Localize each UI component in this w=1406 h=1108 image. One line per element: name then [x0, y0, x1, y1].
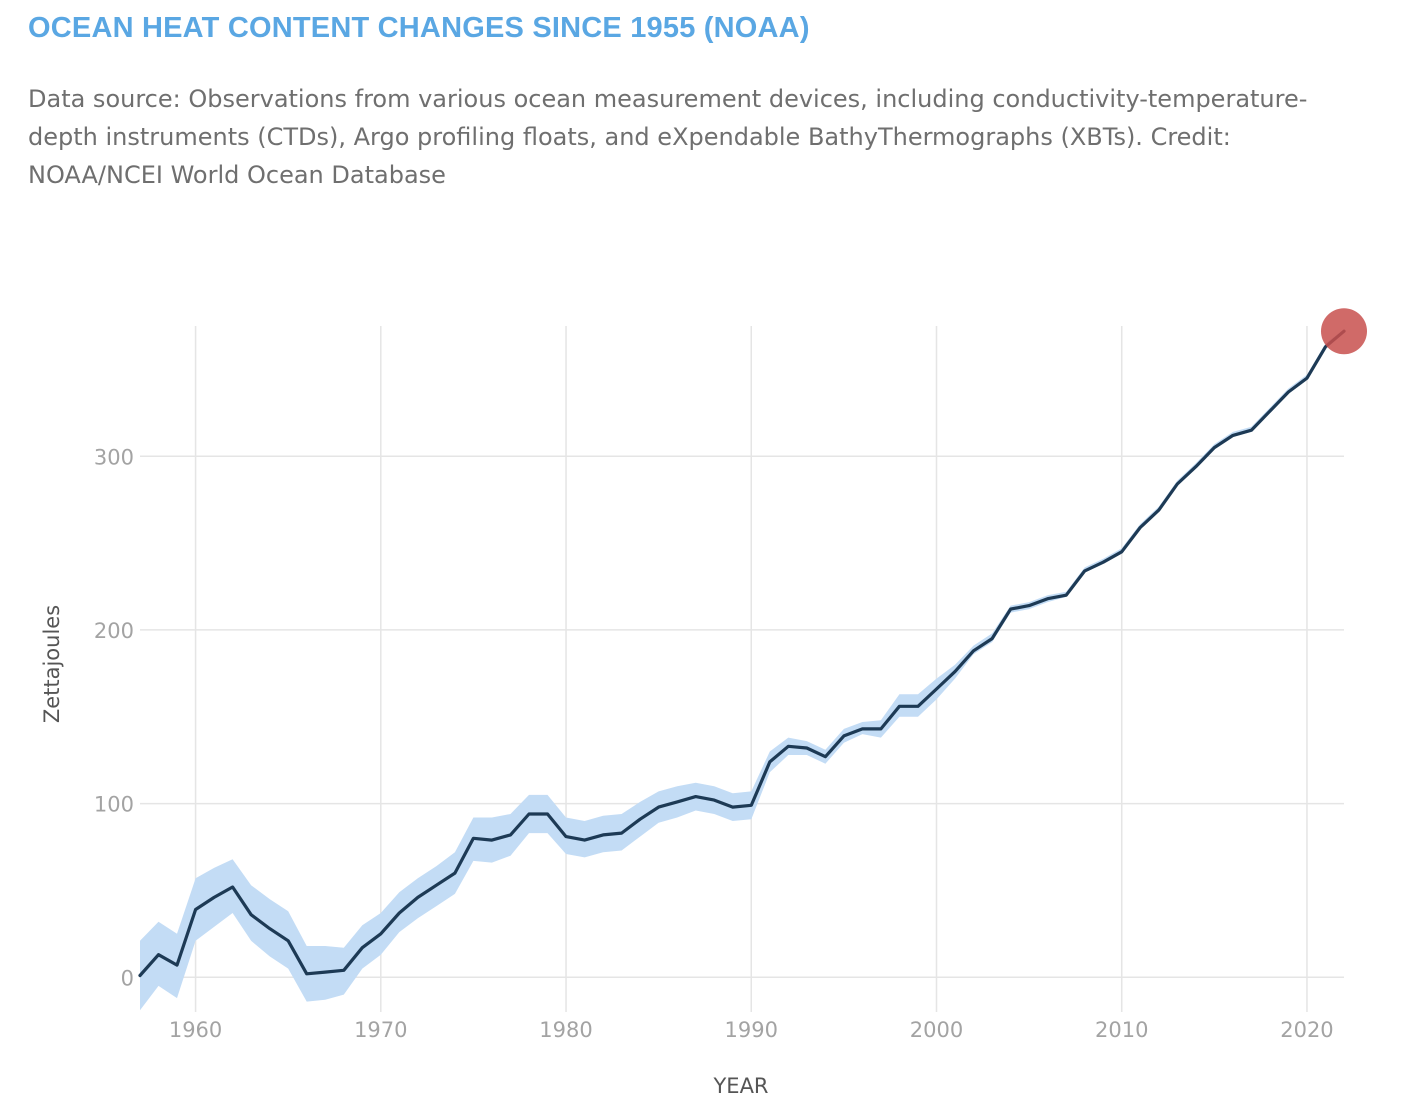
data-point[interactable] [838, 730, 850, 742]
data-point[interactable] [912, 700, 924, 712]
series-line [138, 329, 1346, 978]
tick-label-layer: 1960 1970 1980 1990 2000 2010 2020 0 100 200 300 [94, 445, 1334, 1042]
data-point[interactable] [1171, 478, 1183, 490]
data-point[interactable] [356, 942, 368, 954]
data-point[interactable] [393, 907, 405, 919]
data-point[interactable] [1079, 565, 1091, 577]
data-point[interactable] [338, 964, 350, 976]
data-point[interactable] [949, 666, 961, 678]
data-point[interactable] [523, 808, 535, 820]
data-point[interactable] [264, 923, 276, 935]
data-point[interactable] [1134, 521, 1146, 533]
data-point[interactable] [930, 683, 942, 695]
data-point[interactable] [1153, 504, 1165, 516]
data-point[interactable] [375, 928, 387, 940]
data-point[interactable] [986, 633, 998, 645]
data-point[interactable] [745, 799, 757, 811]
data-point[interactable] [968, 645, 980, 657]
x-tick-label: 1970 [354, 1018, 407, 1042]
grid-layer [140, 326, 1344, 1012]
y-tick-label: 200 [94, 619, 134, 643]
data-point[interactable] [227, 881, 239, 893]
data-point[interactable] [430, 879, 442, 891]
data-point[interactable] [893, 700, 905, 712]
data-point[interactable] [856, 723, 868, 735]
data-point[interactable] [1264, 405, 1276, 417]
data-point[interactable] [579, 834, 591, 846]
data-point[interactable] [653, 801, 665, 813]
x-tick-label: 1980 [539, 1018, 592, 1042]
data-point[interactable] [1282, 386, 1294, 398]
data-point[interactable] [1116, 546, 1128, 558]
data-point[interactable] [616, 827, 628, 839]
data-point[interactable] [504, 829, 516, 841]
y-tick-label: 100 [94, 793, 134, 817]
data-point[interactable] [301, 968, 313, 980]
data-point[interactable] [1097, 556, 1109, 568]
y-axis-title: Zettajoules [40, 605, 64, 723]
data-point[interactable] [708, 794, 720, 806]
data-point[interactable] [560, 831, 572, 843]
data-point[interactable] [764, 756, 776, 768]
series-line-layer [134, 308, 1367, 982]
data-point[interactable] [1190, 461, 1202, 473]
data-point[interactable] [449, 867, 461, 879]
x-tick-label: 1990 [725, 1018, 778, 1042]
data-point[interactable] [671, 796, 683, 808]
uncertainty-band [140, 329, 1344, 1011]
data-point[interactable] [634, 813, 646, 825]
uncertainty-band-layer [140, 329, 1344, 1011]
data-point[interactable] [208, 891, 220, 903]
data-point[interactable] [1301, 372, 1313, 384]
latest-value-marker[interactable] [1321, 308, 1367, 355]
data-point[interactable] [782, 740, 794, 752]
data-point[interactable] [597, 829, 609, 841]
chart-title: OCEAN HEAT CONTENT CHANGES SINCE 1955 (N… [28, 12, 810, 44]
x-tick-label: 2020 [1280, 1018, 1333, 1042]
data-point[interactable] [282, 935, 294, 947]
data-point[interactable] [819, 751, 831, 763]
data-point[interactable] [1023, 600, 1035, 612]
data-point[interactable] [690, 791, 702, 803]
data-point[interactable] [134, 970, 146, 982]
data-point[interactable] [1227, 429, 1239, 441]
data-point[interactable] [467, 832, 479, 844]
data-point[interactable] [319, 966, 331, 978]
data-point[interactable] [190, 904, 202, 916]
data-point[interactable] [245, 909, 257, 921]
x-tick-label: 2010 [1095, 1018, 1148, 1042]
data-point[interactable] [875, 723, 887, 735]
data-point[interactable] [542, 808, 554, 820]
data-point[interactable] [727, 801, 739, 813]
data-point[interactable] [486, 834, 498, 846]
x-tick-label: 1960 [169, 1018, 222, 1042]
data-point[interactable] [1060, 589, 1072, 601]
data-point[interactable] [1005, 603, 1017, 615]
x-axis-title: YEAR [712, 1074, 768, 1098]
data-point[interactable] [412, 891, 424, 903]
x-tick-label: 2000 [910, 1018, 963, 1042]
data-point[interactable] [153, 949, 165, 961]
data-point[interactable] [1208, 442, 1220, 454]
y-tick-label: 300 [94, 445, 134, 469]
chart-subtitle: Data source: Observations from various o… [28, 85, 1308, 189]
data-point[interactable] [1042, 593, 1054, 605]
data-point[interactable] [171, 959, 183, 971]
y-tick-label: 0 [121, 966, 134, 990]
data-point[interactable] [801, 742, 813, 754]
data-point[interactable] [1245, 424, 1257, 436]
